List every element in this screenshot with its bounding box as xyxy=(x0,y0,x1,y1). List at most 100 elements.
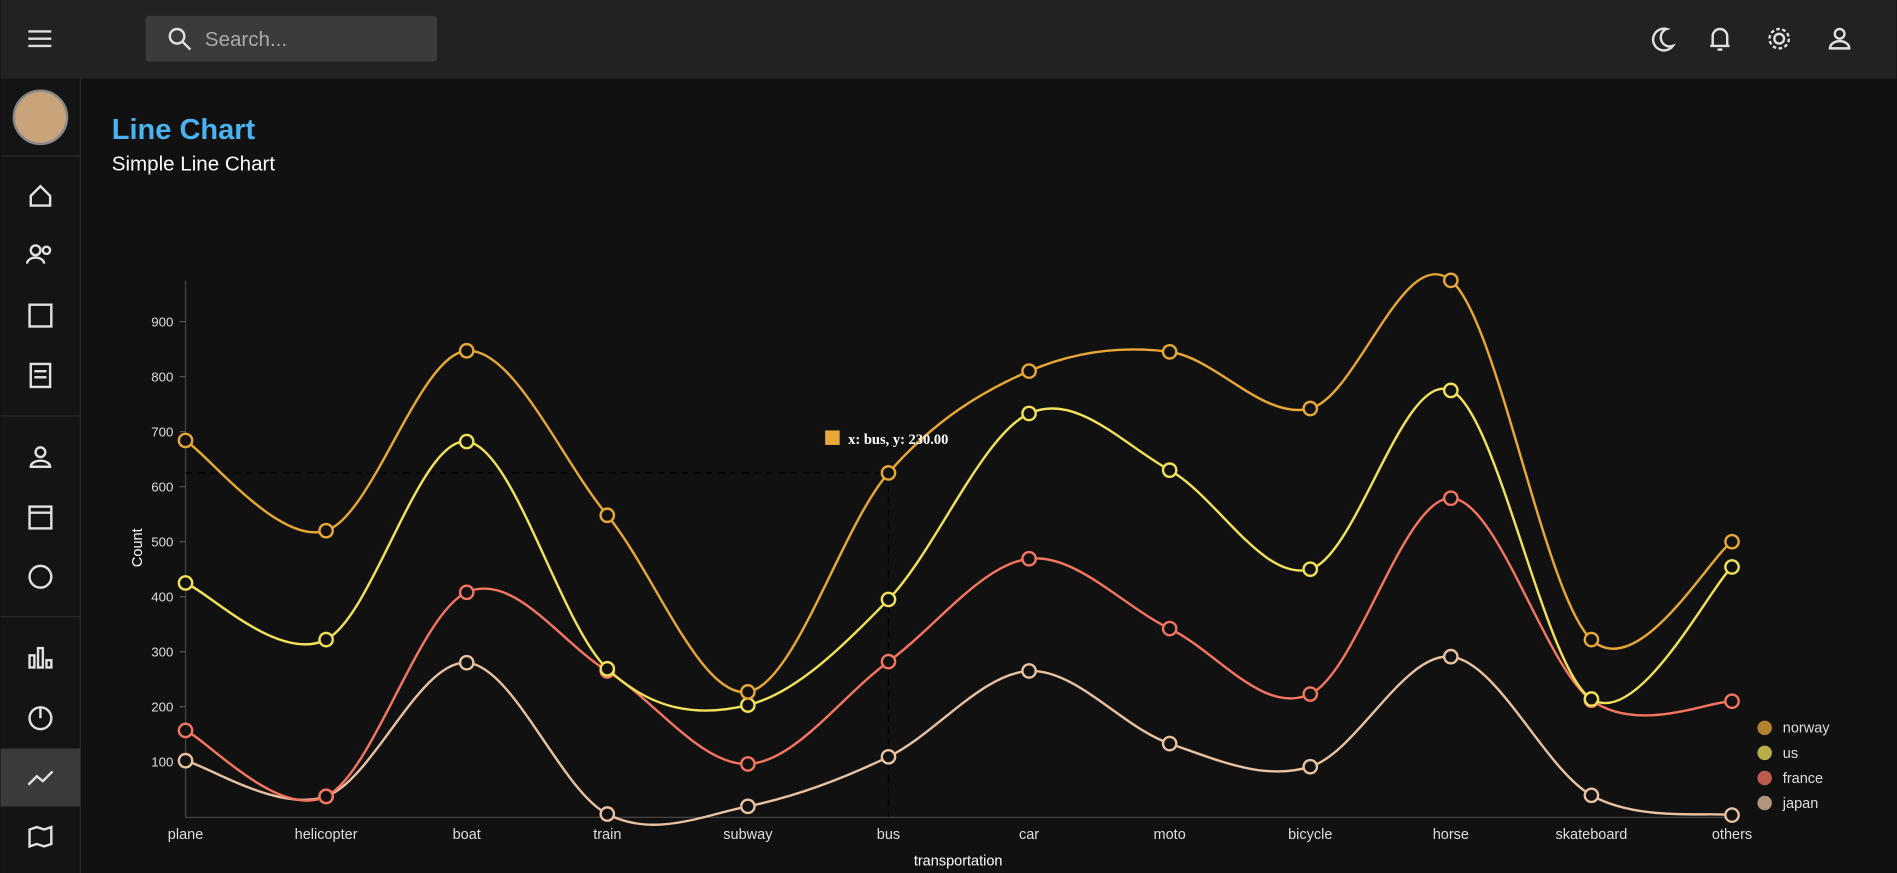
point xyxy=(1302,686,1319,702)
point xyxy=(458,584,475,601)
point xyxy=(458,433,475,450)
x-tick-label: car xyxy=(1019,827,1039,843)
point xyxy=(177,575,194,591)
notification-icon[interactable] xyxy=(1710,27,1730,51)
chart-title: Line Chart xyxy=(112,114,256,146)
x-tick-label: bicycle xyxy=(1288,827,1332,843)
point xyxy=(740,684,756,700)
x-tick-label: bus xyxy=(877,827,900,843)
point xyxy=(880,465,897,481)
x-tick-label: helicopter xyxy=(295,827,358,843)
point xyxy=(740,798,756,815)
x-tick-label: subway xyxy=(723,827,773,843)
search-icon xyxy=(168,27,192,51)
tooltip: x: bus, y: 230.00 xyxy=(848,432,948,448)
x-tick-label: moto xyxy=(1154,827,1186,843)
line-icon[interactable] xyxy=(27,770,54,786)
line xyxy=(185,655,1733,826)
point xyxy=(599,507,616,524)
point xyxy=(1442,648,1459,665)
nav-icons[interactable] xyxy=(25,184,53,731)
x-axis-label: transportation xyxy=(914,854,1003,870)
legend-label: norway xyxy=(1783,721,1830,737)
point xyxy=(1724,807,1740,823)
line xyxy=(184,497,1733,802)
y-tick-label: 400 xyxy=(151,590,173,605)
y-tick-label: 600 xyxy=(151,480,173,495)
y-tick-label: 900 xyxy=(151,314,173,329)
point xyxy=(1724,533,1740,550)
point xyxy=(1724,559,1740,575)
map-icon[interactable] xyxy=(28,825,53,849)
search-box[interactable] xyxy=(145,15,438,62)
point xyxy=(1021,663,1037,679)
point xyxy=(177,752,194,769)
avatar[interactable] xyxy=(12,89,69,146)
point xyxy=(1161,462,1178,479)
settings-icon[interactable] xyxy=(1768,27,1791,50)
legend-symbol xyxy=(1757,745,1772,761)
x-tick-label: skateboard xyxy=(1556,827,1628,843)
legend-symbol xyxy=(1757,720,1772,736)
point xyxy=(1583,631,1600,648)
y-tick-label: 500 xyxy=(151,535,173,550)
legend-label: france xyxy=(1783,771,1823,787)
profile-icon[interactable] xyxy=(1828,27,1851,50)
point xyxy=(1302,400,1319,417)
y-tick-label: 700 xyxy=(151,424,173,439)
legend-symbol xyxy=(1757,770,1772,786)
point xyxy=(599,660,616,677)
point xyxy=(1161,620,1178,637)
point xyxy=(318,788,334,805)
y-tick-label: 300 xyxy=(151,645,173,660)
point xyxy=(1724,693,1740,710)
point xyxy=(1021,550,1037,567)
theme-icon[interactable] xyxy=(1651,27,1677,52)
y-axis-label: Count xyxy=(130,528,146,567)
point xyxy=(740,756,756,772)
sidebar xyxy=(0,78,81,873)
legend-label: japan xyxy=(1782,796,1818,812)
point xyxy=(458,342,475,359)
point xyxy=(1583,691,1600,707)
chart-subtitle: Simple Line Chart xyxy=(112,152,276,175)
point xyxy=(177,432,194,449)
line xyxy=(184,273,1733,694)
menu-icon[interactable] xyxy=(28,30,52,48)
point xyxy=(1021,363,1037,379)
search-placeholder: Search... xyxy=(205,28,287,51)
x-tick-label: plane xyxy=(168,827,203,843)
point xyxy=(1302,758,1319,775)
point xyxy=(1302,561,1319,578)
legend-symbol xyxy=(1757,795,1772,811)
tooltip-swatch xyxy=(825,430,840,445)
point xyxy=(880,653,897,670)
point xyxy=(177,722,194,739)
point xyxy=(1583,787,1600,804)
y-tick-label: 800 xyxy=(151,369,173,384)
point xyxy=(880,591,897,608)
x-tick-label: boat xyxy=(453,827,481,843)
nav-active[interactable] xyxy=(0,748,81,807)
point xyxy=(318,522,334,539)
y-tick-label: 200 xyxy=(151,700,173,715)
point xyxy=(318,631,334,648)
point xyxy=(1442,272,1459,289)
y-tick-label: 100 xyxy=(151,755,173,770)
point xyxy=(1161,735,1178,752)
point xyxy=(1442,490,1459,507)
point xyxy=(740,697,756,713)
x-tick-label: others xyxy=(1712,827,1752,843)
point xyxy=(1021,405,1037,422)
point xyxy=(458,654,475,671)
legend-label: us xyxy=(1783,746,1798,762)
x-tick-label: horse xyxy=(1433,827,1469,843)
point xyxy=(880,748,897,765)
point xyxy=(1442,382,1459,399)
point xyxy=(599,806,616,822)
line xyxy=(185,387,1733,712)
x-tick-label: train xyxy=(593,827,621,843)
